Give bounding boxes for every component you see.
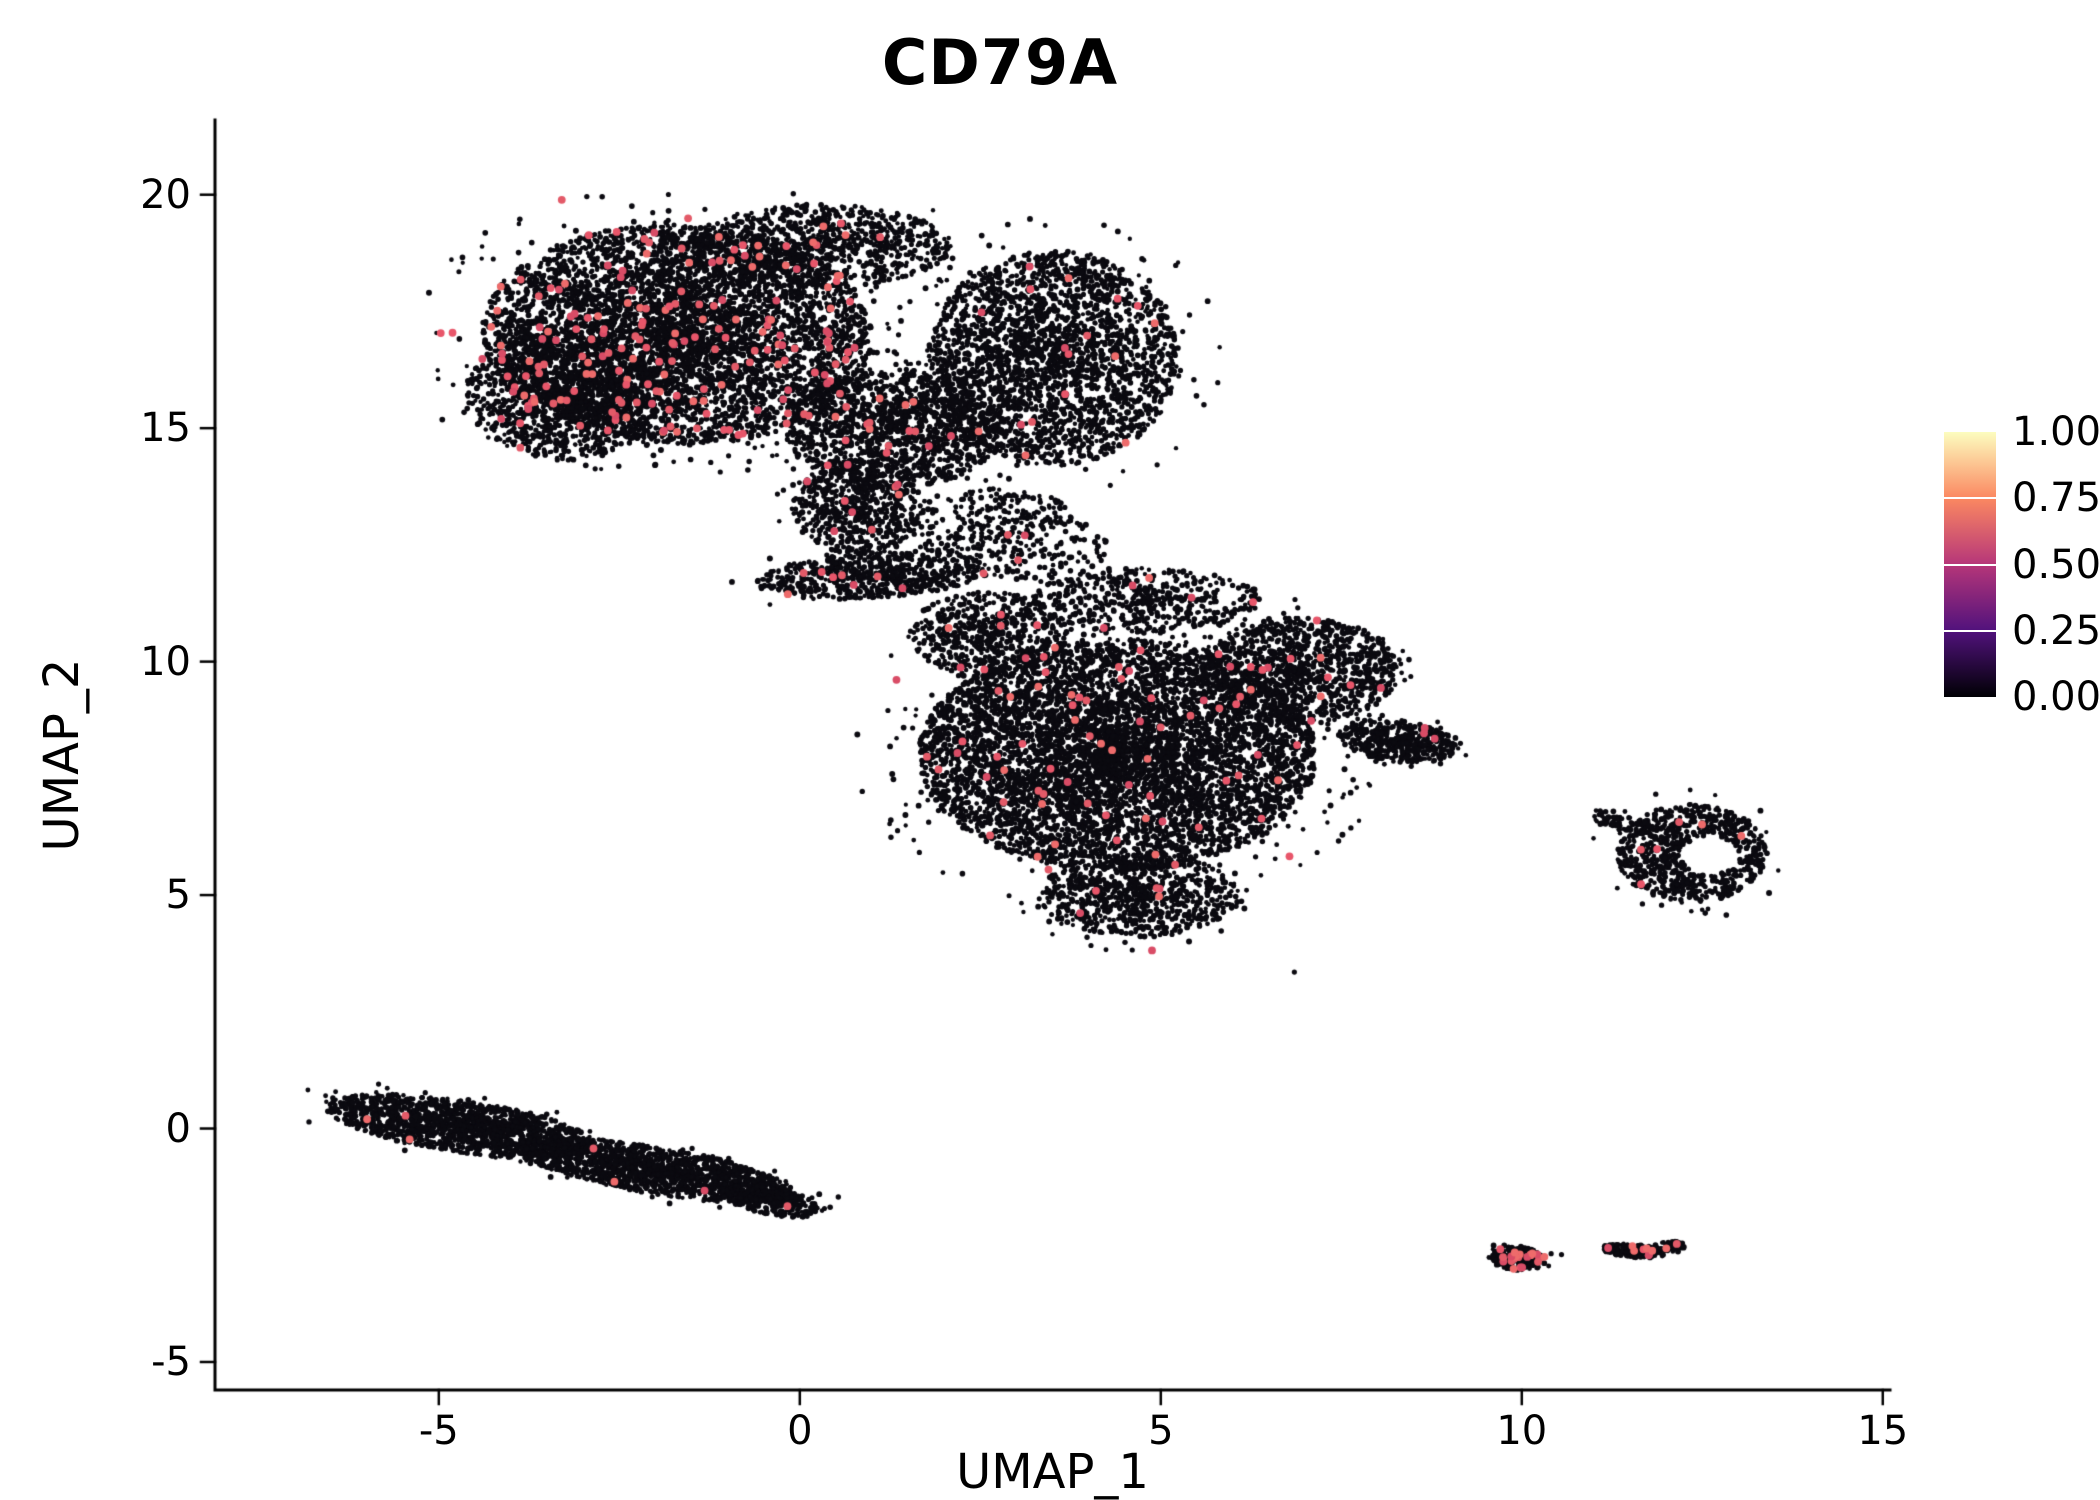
colorbar-tick-label: 1.00 — [2012, 409, 2100, 455]
x-tick-label: 15 — [1857, 1408, 1909, 1454]
x-tick-label: 5 — [1148, 1408, 1174, 1454]
colorbar-tick-label: 0.00 — [2012, 674, 2100, 720]
colorbar-tick — [1944, 497, 1996, 500]
y-axis-title: UMAP_2 — [34, 658, 90, 852]
y-tick-label: -5 — [151, 1338, 191, 1385]
colorbar-tick-label: 0.25 — [2012, 607, 2100, 654]
y-tick-label: 10 — [140, 638, 191, 685]
x-axis-title: UMAP_1 — [956, 1444, 1149, 1500]
x-tick-label: 10 — [1496, 1408, 1548, 1454]
colorbar-tick — [1944, 629, 1996, 632]
x-tick-label: 0 — [787, 1408, 813, 1454]
x-tick-label: -5 — [418, 1408, 459, 1454]
chart-title: CD79A — [881, 26, 1119, 99]
y-tick-label: 20 — [140, 171, 191, 218]
y-tick-label: 0 — [165, 1105, 191, 1152]
y-tick-label: 15 — [140, 405, 191, 452]
colorbar-tick-label: 0.50 — [2012, 541, 2100, 588]
y-tick-label: 5 — [165, 872, 191, 919]
colorbar-tick — [1944, 563, 1996, 566]
colorbar-tick-label: 0.75 — [2012, 475, 2100, 522]
colorbar — [1944, 432, 1996, 697]
